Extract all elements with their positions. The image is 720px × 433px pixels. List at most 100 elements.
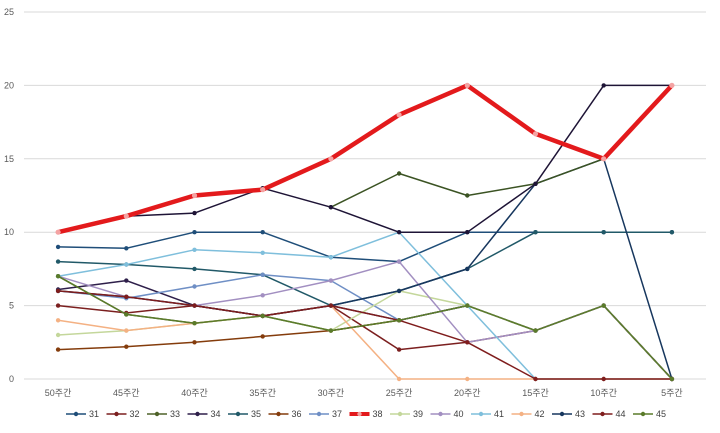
- legend-item-40: 40: [430, 409, 464, 419]
- legend-item-42: 42: [511, 409, 545, 419]
- data-point: [465, 266, 470, 272]
- series-layer: [55, 82, 675, 382]
- legend-label: 35: [251, 409, 261, 419]
- series-40: [55, 259, 675, 382]
- legend-item-36: 36: [268, 409, 302, 419]
- legend-label: 43: [575, 409, 585, 419]
- data-point: [192, 284, 197, 289]
- data-point: [396, 230, 402, 235]
- data-point: [124, 312, 129, 317]
- series-35: [55, 230, 675, 308]
- legend-item-43: 43: [552, 409, 585, 419]
- legend-swatch-marker: [438, 411, 443, 417]
- legend-swatch-marker: [114, 411, 119, 417]
- y-tick-label: 10: [4, 227, 14, 237]
- y-tick-label: 15: [4, 154, 14, 164]
- y-tick-label: 0: [9, 374, 14, 384]
- data-point: [601, 83, 606, 88]
- series-line: [55, 83, 675, 235]
- legend-item-41: 41: [471, 409, 504, 419]
- data-point: [192, 230, 197, 235]
- x-tick-label: 35주간: [249, 388, 276, 398]
- x-tick-label: 30주간: [318, 388, 345, 398]
- data-point: [601, 376, 606, 382]
- data-point: [328, 205, 334, 210]
- legend-label: 39: [413, 409, 423, 419]
- data-point: [532, 131, 539, 137]
- legend-swatch-marker: [276, 411, 281, 417]
- data-point: [55, 303, 61, 308]
- series-line: [57, 260, 673, 380]
- data-point: [55, 274, 61, 279]
- data-point: [260, 187, 266, 193]
- series-31: [55, 230, 675, 264]
- x-axis-ticks: 50주간 45주간 40주간 35주간 30주간 25주간 20주간 15주간 10주간 5주간: [45, 388, 683, 398]
- data-point: [465, 230, 470, 235]
- series-line: [57, 231, 673, 263]
- legend-swatch-marker: [316, 411, 322, 417]
- data-point: [192, 340, 197, 345]
- series-line: [330, 158, 605, 208]
- legend-label: 41: [494, 409, 504, 419]
- data-point: [55, 259, 61, 264]
- data-point: [464, 82, 470, 88]
- legend-swatch-marker: [357, 411, 362, 417]
- data-point: [55, 318, 61, 323]
- data-point: [396, 171, 402, 176]
- legend-label: 37: [332, 409, 342, 419]
- data-point: [192, 303, 197, 308]
- data-point: [55, 288, 61, 294]
- data-point: [328, 303, 334, 308]
- x-tick-label: 45주간: [113, 388, 140, 398]
- x-tick-label: 40주간: [181, 388, 208, 398]
- legend-label: 36: [292, 409, 302, 419]
- x-tick-label: 5주간: [661, 388, 683, 398]
- x-tick-label: 20주간: [454, 388, 481, 398]
- legend-swatch-marker: [559, 411, 565, 417]
- series-line: [57, 158, 673, 380]
- legend-swatch-marker: [397, 411, 403, 417]
- series-line: [57, 304, 673, 380]
- x-tick-label: 15주간: [522, 388, 549, 398]
- y-tick-label: 20: [4, 80, 14, 90]
- data-point: [328, 328, 334, 333]
- data-point: [533, 230, 538, 235]
- data-point: [55, 229, 61, 235]
- legend-label: 45: [656, 409, 666, 419]
- y-tick-label: 5: [9, 301, 14, 311]
- legend-label: 42: [535, 409, 545, 419]
- series-line: [57, 84, 673, 233]
- legend-item-35: 35: [228, 409, 261, 419]
- data-point: [396, 259, 402, 264]
- data-point: [396, 318, 402, 323]
- data-point: [192, 321, 197, 326]
- series-line: [57, 279, 673, 380]
- legend-label: 40: [454, 409, 464, 419]
- data-point: [669, 82, 675, 88]
- legend-swatch-marker: [600, 411, 605, 417]
- data-point: [465, 303, 470, 308]
- series-42: [55, 303, 675, 382]
- data-point: [191, 192, 198, 199]
- data-point: [396, 112, 402, 118]
- data-point: [55, 332, 61, 338]
- grid-layer: [24, 11, 706, 380]
- series-line: [57, 275, 673, 380]
- data-point: [465, 340, 470, 345]
- legend-swatch-marker: [195, 411, 200, 417]
- data-point: [55, 244, 61, 250]
- legend-label: 38: [373, 409, 383, 419]
- series-39: [55, 288, 675, 382]
- data-point: [669, 230, 675, 235]
- legend-swatch-marker: [235, 411, 241, 417]
- series-line: [57, 290, 673, 380]
- data-point: [260, 230, 265, 235]
- data-point: [328, 156, 334, 162]
- data-point: [260, 250, 265, 255]
- legend: 31 32 33 34 35 36 37 38 39 40 41 42 43 44 45: [66, 409, 666, 419]
- data-point: [124, 246, 129, 251]
- data-point: [396, 347, 402, 352]
- series-38: [55, 82, 675, 235]
